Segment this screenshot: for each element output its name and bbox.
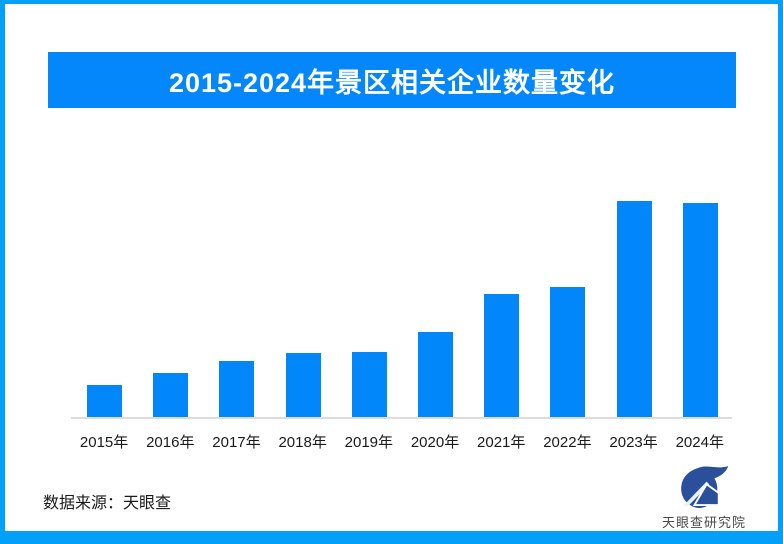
x-tick-label-2020年: 2020年 <box>410 434 460 451</box>
x-axis-line <box>71 417 732 419</box>
x-tick-label-2021年: 2021年 <box>477 434 526 451</box>
x-axis-labels: 2015年 2016年 2017年 2018年 2019年 2020年 2021年 2022年… <box>71 431 733 452</box>
bar-2017年 <box>219 361 255 417</box>
brand-block: 天眼查研究院 <box>654 462 754 531</box>
x-tick-label-2022年: 2022年 <box>543 434 592 451</box>
title-banner: 2015-2024年景区相关企业数量变化 <box>48 52 736 108</box>
x-tick-label-2016年: 2016年 <box>146 434 195 451</box>
tianyancha-eye-house-logo-icon <box>681 466 729 508</box>
x-tick-label-2019年: 2019年 <box>344 434 394 451</box>
bar-2022年 <box>550 287 586 417</box>
bar-2018年 <box>285 353 321 417</box>
x-tick-label-2017年: 2017年 <box>212 434 261 451</box>
bar-2016年 <box>153 373 189 417</box>
brand-name: 天眼查研究院 <box>661 515 746 530</box>
bar-2021年 <box>484 294 520 417</box>
bar-2024年 <box>682 203 718 417</box>
bar-2023年 <box>616 201 652 417</box>
x-tick-label-2018年: 2018年 <box>278 434 327 451</box>
x-tick-label-2023年: 2023年 <box>609 434 658 451</box>
page-title: 2015-2024年景区相关企业数量变化 <box>168 67 616 98</box>
bar-2020年 <box>417 332 453 417</box>
x-tick-label-2015年: 2015年 <box>79 434 129 451</box>
data-source-text: 数据来源：天眼查 <box>43 495 172 512</box>
x-tick-label-2024年: 2024年 <box>675 434 724 451</box>
bar-2019年 <box>351 352 387 417</box>
bar-2015年 <box>87 385 122 417</box>
bar-chart <box>87 201 718 417</box>
